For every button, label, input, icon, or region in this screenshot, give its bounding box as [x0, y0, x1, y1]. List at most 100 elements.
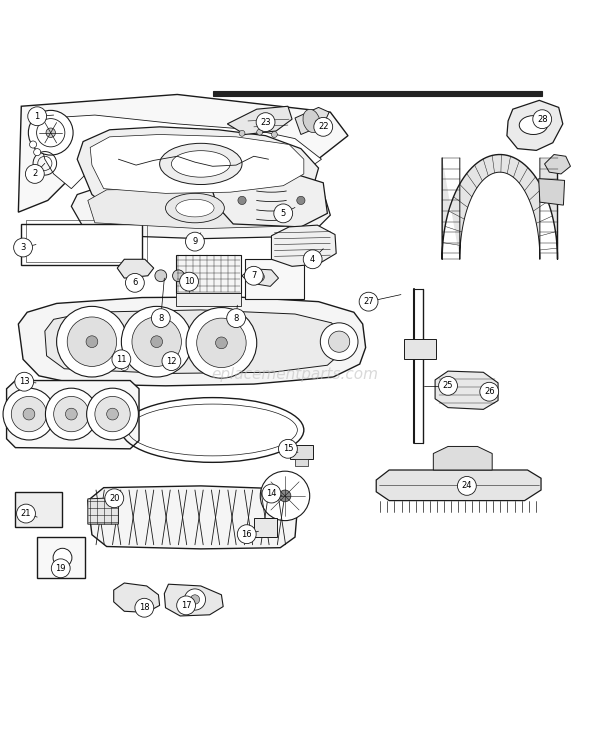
- Ellipse shape: [160, 143, 242, 185]
- Circle shape: [359, 293, 378, 311]
- Polygon shape: [227, 106, 292, 134]
- Polygon shape: [90, 134, 304, 193]
- Circle shape: [34, 149, 41, 155]
- Circle shape: [255, 272, 264, 282]
- Text: 16: 16: [241, 529, 252, 538]
- Circle shape: [329, 331, 350, 352]
- Circle shape: [239, 130, 245, 136]
- Bar: [254, 518, 277, 537]
- Ellipse shape: [176, 199, 214, 217]
- Circle shape: [303, 250, 322, 268]
- Text: eplacementparts.com: eplacementparts.com: [211, 366, 379, 382]
- Circle shape: [17, 504, 35, 523]
- Circle shape: [28, 107, 47, 126]
- Bar: [295, 459, 308, 467]
- Text: 21: 21: [21, 509, 31, 518]
- Circle shape: [15, 372, 34, 391]
- Bar: [212, 91, 542, 97]
- Text: 28: 28: [537, 115, 548, 124]
- Circle shape: [179, 272, 198, 291]
- Text: 10: 10: [184, 277, 194, 287]
- Text: 4: 4: [310, 255, 315, 264]
- Circle shape: [278, 440, 297, 458]
- Polygon shape: [545, 155, 571, 174]
- Text: 23: 23: [260, 118, 271, 127]
- Circle shape: [297, 196, 305, 204]
- Circle shape: [3, 388, 55, 440]
- Circle shape: [320, 323, 358, 360]
- Circle shape: [244, 266, 263, 285]
- Bar: [37, 537, 86, 578]
- Text: 14: 14: [266, 489, 277, 498]
- Circle shape: [37, 118, 65, 147]
- Circle shape: [185, 232, 204, 251]
- Circle shape: [46, 128, 55, 137]
- Circle shape: [105, 489, 124, 507]
- Polygon shape: [77, 127, 319, 212]
- Circle shape: [162, 351, 181, 370]
- Circle shape: [25, 164, 44, 183]
- Circle shape: [120, 362, 129, 370]
- Text: 1: 1: [35, 112, 40, 121]
- Text: 8: 8: [158, 314, 163, 323]
- Circle shape: [215, 337, 227, 349]
- Polygon shape: [114, 583, 160, 612]
- Circle shape: [169, 356, 176, 364]
- Circle shape: [533, 110, 552, 129]
- Bar: [176, 293, 241, 306]
- Text: 13: 13: [19, 377, 30, 386]
- Text: 5: 5: [281, 209, 286, 218]
- Circle shape: [238, 196, 246, 204]
- Ellipse shape: [519, 115, 548, 134]
- Polygon shape: [376, 470, 541, 501]
- Circle shape: [260, 471, 310, 520]
- Circle shape: [186, 308, 257, 379]
- Circle shape: [51, 559, 70, 578]
- Text: 26: 26: [484, 388, 494, 396]
- Polygon shape: [71, 179, 330, 239]
- Text: 9: 9: [192, 237, 198, 246]
- Circle shape: [65, 408, 77, 420]
- Text: 27: 27: [363, 297, 374, 306]
- Text: 22: 22: [318, 122, 329, 131]
- Circle shape: [14, 238, 32, 257]
- Circle shape: [54, 397, 89, 432]
- Circle shape: [227, 308, 245, 327]
- Circle shape: [53, 548, 72, 567]
- Circle shape: [126, 274, 145, 293]
- Text: 19: 19: [55, 564, 66, 573]
- Circle shape: [45, 388, 97, 440]
- Circle shape: [107, 408, 119, 420]
- Circle shape: [95, 397, 130, 432]
- Ellipse shape: [171, 151, 230, 177]
- Polygon shape: [442, 155, 558, 259]
- Circle shape: [122, 306, 192, 377]
- Polygon shape: [18, 297, 366, 386]
- Text: 20: 20: [109, 494, 120, 503]
- Polygon shape: [433, 446, 492, 470]
- Bar: [290, 445, 313, 459]
- Circle shape: [279, 490, 291, 501]
- Text: 17: 17: [181, 601, 191, 610]
- Text: 15: 15: [283, 444, 293, 453]
- Circle shape: [155, 270, 167, 282]
- Polygon shape: [539, 179, 565, 205]
- Bar: [15, 492, 63, 527]
- Circle shape: [57, 306, 127, 377]
- Text: 6: 6: [132, 278, 137, 287]
- Polygon shape: [165, 584, 223, 616]
- Circle shape: [28, 110, 73, 155]
- Circle shape: [87, 388, 139, 440]
- Text: 8: 8: [234, 314, 239, 323]
- Circle shape: [480, 382, 499, 401]
- Circle shape: [23, 408, 35, 420]
- Polygon shape: [271, 225, 336, 266]
- Text: 18: 18: [139, 603, 150, 612]
- Circle shape: [314, 118, 333, 136]
- Circle shape: [86, 336, 98, 348]
- Bar: [404, 339, 436, 360]
- Polygon shape: [36, 115, 322, 188]
- Text: 7: 7: [251, 271, 257, 280]
- Circle shape: [172, 270, 184, 282]
- Polygon shape: [211, 172, 327, 227]
